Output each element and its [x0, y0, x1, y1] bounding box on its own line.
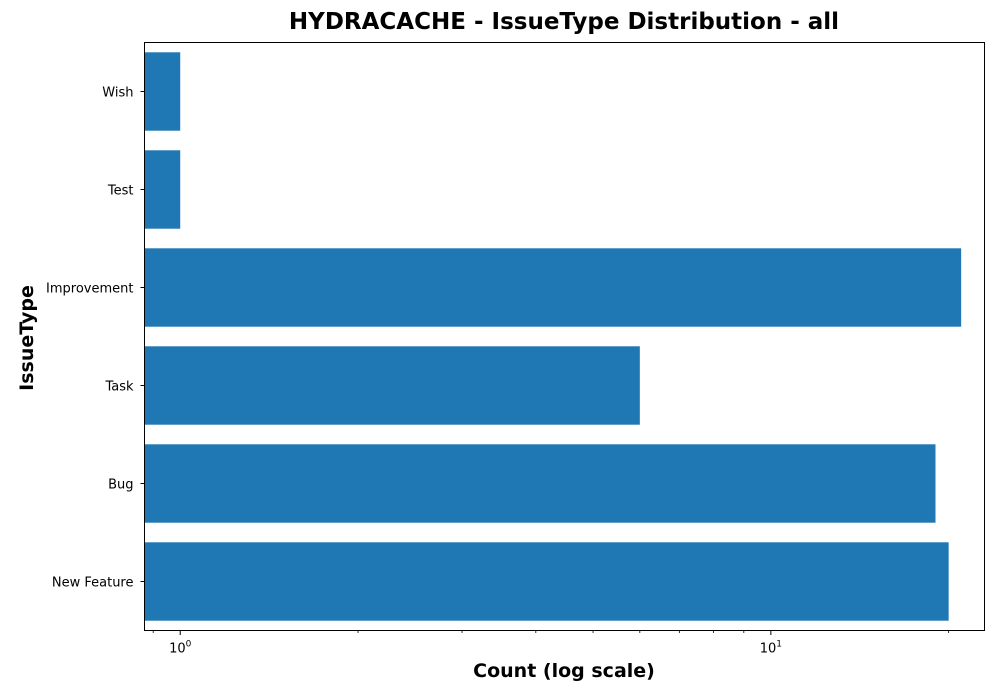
x-tick-label: 101 [760, 640, 782, 657]
y-tick-label-test: Test [107, 184, 134, 199]
bar-wish [144, 52, 181, 131]
y-tick-label-wish: Wish [102, 86, 133, 101]
y-tick-label-improvement: Improvement [46, 282, 133, 297]
bar-bug [144, 444, 936, 523]
x-axis-label: Count (log scale) [473, 660, 655, 682]
bar-task [144, 346, 640, 425]
y-axis-label: IssueType [16, 285, 38, 391]
x-tick-label: 100 [169, 640, 192, 657]
bar-test [144, 150, 181, 229]
chart-title: HYDRACACHE - IssueType Distribution - al… [288, 9, 840, 35]
bar-new-feature [144, 542, 949, 621]
plot-frame [144, 42, 985, 631]
bar-improvement [144, 248, 962, 327]
y-tick-label-new-feature: New Feature [52, 576, 134, 591]
y-tick-label-bug: Bug [108, 478, 133, 493]
y-tick-label-task: Task [104, 380, 134, 395]
